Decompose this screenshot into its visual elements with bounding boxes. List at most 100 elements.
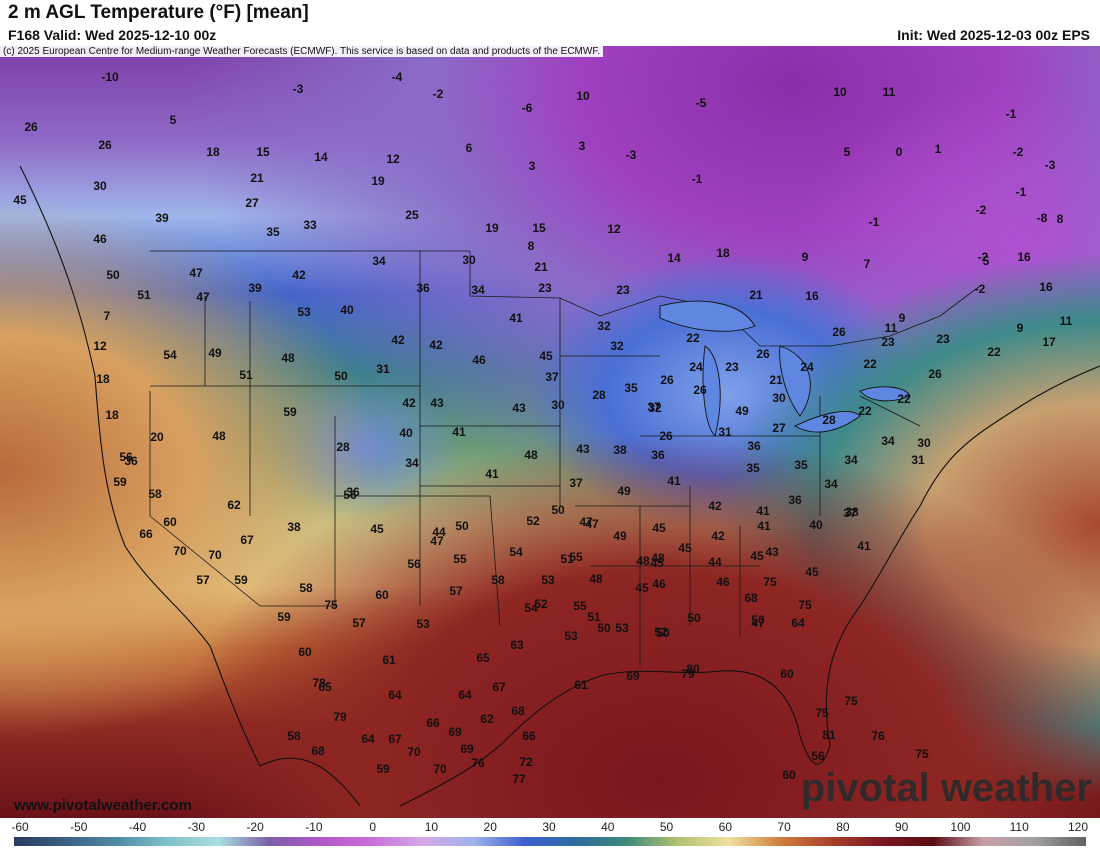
temperature-label: 18	[206, 145, 220, 159]
temperature-label: 18	[716, 246, 730, 260]
temperature-label: 5	[983, 254, 990, 268]
temperature-label: 44	[432, 525, 446, 539]
site-url[interactable]: www.pivotalweather.com	[14, 797, 192, 814]
temperature-label: 41	[857, 539, 871, 553]
temperature-label: 68	[744, 591, 758, 605]
temperature-label: -8	[1037, 211, 1048, 225]
temperature-label: 45	[635, 581, 649, 595]
temperature-label: 46	[652, 577, 666, 591]
temperature-label: 70	[433, 762, 447, 776]
temperature-label: 24	[800, 360, 814, 374]
temperature-label: 60	[780, 667, 794, 681]
temperature-label: 70	[173, 544, 187, 558]
temperature-label: 48	[636, 554, 650, 568]
temperature-label: 45	[370, 522, 384, 536]
temperature-label: 50	[551, 503, 565, 517]
temperature-label: 41	[667, 474, 681, 488]
temperature-label: 11	[883, 85, 896, 99]
temperature-label: 39	[248, 281, 262, 295]
temperature-label: 50	[751, 613, 765, 627]
temperature-label: 43	[576, 442, 590, 456]
temperature-label: 7	[104, 309, 111, 323]
temperature-label: 51	[239, 368, 253, 382]
temperature-label: 22	[863, 357, 877, 371]
temperature-label: 36	[416, 281, 430, 295]
temperature-label: 32	[610, 339, 624, 353]
temperature-label: 46	[716, 575, 730, 589]
temperature-label: -5	[696, 96, 707, 110]
temperature-label: 26	[928, 367, 942, 381]
temperature-label: 8	[1057, 212, 1064, 226]
temperature-label: 45	[539, 349, 553, 363]
temperature-label: 46	[472, 353, 486, 367]
temperature-label: 53	[416, 617, 430, 631]
temperature-label: 57	[352, 616, 366, 630]
temperature-label: 50	[597, 621, 611, 635]
temperature-label: 40	[809, 518, 823, 532]
temperature-label: 64	[361, 732, 375, 746]
temperature-label: 22	[858, 404, 872, 418]
temperature-label: 41	[757, 519, 771, 533]
lake-ontario	[859, 386, 911, 402]
temperature-label: 59	[283, 405, 297, 419]
temperature-label: 63	[510, 638, 524, 652]
temperature-label: 48	[589, 572, 603, 586]
temperature-label: 53	[541, 573, 555, 587]
temperature-label: 19	[485, 221, 499, 235]
lake-huron	[779, 345, 811, 417]
temperature-label: 36	[124, 454, 138, 468]
temperature-label: 49	[735, 404, 749, 418]
temperature-label: 21	[769, 373, 783, 387]
temperature-label: 41	[756, 504, 770, 518]
temperature-label: 17	[1042, 335, 1056, 349]
temperature-label: 28	[592, 388, 606, 402]
temperature-label: 47	[189, 266, 203, 280]
init-time: Init: Wed 2025-12-03 00z EPS	[897, 27, 1090, 43]
temperature-label: 48	[524, 448, 538, 462]
temperature-label: 66	[139, 527, 153, 541]
temperature-label: 18	[96, 372, 110, 386]
color-scale-label: 40	[601, 820, 615, 834]
temperature-label: 45	[650, 556, 664, 570]
temperature-label: 22	[897, 392, 911, 406]
temperature-label: 16	[805, 289, 819, 303]
temperature-label: -1	[869, 215, 880, 229]
temperature-label: 30	[772, 391, 786, 405]
temperature-label: 9	[802, 250, 809, 264]
temperature-label: 42	[429, 338, 443, 352]
temperature-label: 49	[208, 346, 222, 360]
temperature-label: 41	[485, 467, 499, 481]
temperature-label: 6	[466, 141, 473, 155]
temperature-label: 26	[98, 138, 112, 152]
temperature-label: -3	[293, 82, 304, 96]
temperature-label: 37	[545, 370, 559, 384]
temperature-label: 31	[911, 453, 925, 467]
temperature-label: 75	[844, 694, 858, 708]
temperature-label: 53	[615, 621, 629, 635]
temperature-label: 39	[155, 211, 169, 225]
temperature-label: 23	[538, 281, 552, 295]
temperature-label: 5	[170, 113, 177, 127]
lake-michigan	[702, 345, 721, 437]
color-scale-label: 60	[718, 820, 733, 834]
temperature-label: 37	[647, 400, 661, 414]
temperature-label: 36	[346, 485, 360, 499]
temperature-label: -1	[1016, 185, 1027, 199]
temperature-label: 75	[815, 706, 829, 720]
temperature-label: 56	[811, 749, 825, 763]
temperature-label: 21	[250, 171, 264, 185]
temperature-label: 43	[512, 401, 526, 415]
temperature-label: 69	[448, 725, 462, 739]
temperature-label: 50	[687, 611, 701, 625]
temperature-label: 21	[534, 260, 548, 274]
temperature-label: 50	[106, 268, 120, 282]
temperature-label: 49	[617, 484, 631, 498]
temperature-label: 8	[528, 239, 535, 253]
temperature-label: 62	[480, 712, 494, 726]
temperature-label: 45	[678, 541, 692, 555]
temperature-label: 54	[163, 348, 177, 362]
temperature-label: 14	[667, 251, 681, 265]
temperature-label: 77	[512, 772, 526, 786]
color-scale: -60 -50 -40 -30 -20 -10 0 10 20 30 40 50 60 70 80 90 100…	[0, 818, 1100, 850]
color-scale-label: 100	[950, 820, 971, 834]
